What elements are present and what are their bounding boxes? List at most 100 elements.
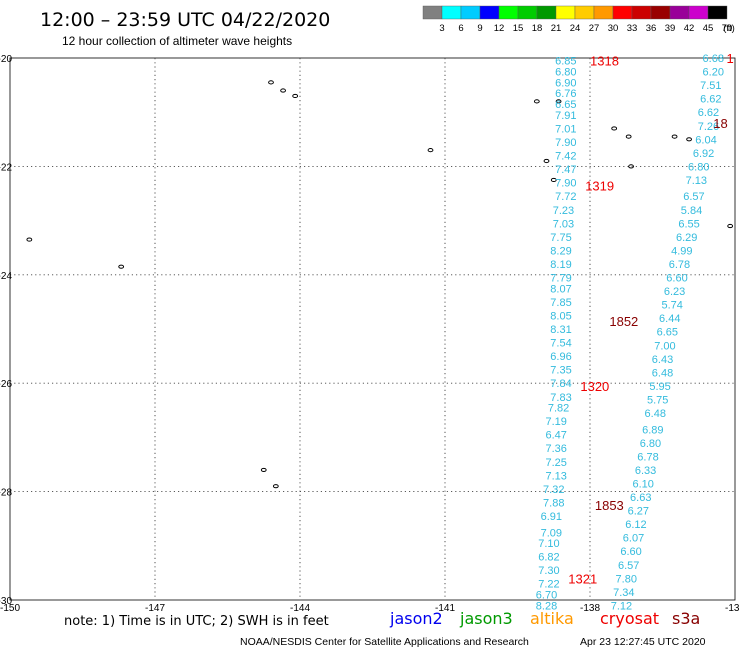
colorbar-label: 18 [532, 23, 543, 34]
pass-number-label: 1 [727, 51, 734, 66]
y-tick-label: -26 [0, 379, 12, 390]
wave-height-label: 6.65 [555, 99, 576, 111]
x-tick-label: -150 [0, 603, 20, 614]
footer: note: 1) Time is in UTC; 2) SWH is in fe… [64, 609, 706, 648]
island-outline [550, 177, 557, 183]
chart-subtitle: 12 hour collection of altimeter wave hei… [62, 34, 292, 48]
wave-height-label: 7.32 [543, 484, 564, 496]
wave-height-label: 6.60 [620, 546, 641, 558]
satellite-legend-jason3: jason3 [459, 609, 513, 628]
wave-height-label: 5.74 [661, 300, 682, 312]
colorbar-swatch [536, 5, 557, 20]
wave-height-label: 7.84 [550, 378, 571, 390]
wave-height-label: 7.10 [538, 538, 559, 550]
wave-height-label: 8.28 [536, 600, 557, 612]
colorbar-label: 12 [494, 23, 505, 34]
island-outline [268, 80, 274, 85]
chart-title: 12:00 – 23:59 UTC 04/22/2020 [40, 9, 330, 31]
wave-height-label: 6.80 [640, 438, 661, 450]
island-outline [727, 223, 734, 229]
wave-height-label: 6.55 [678, 218, 699, 230]
wave-height-label: 7.82 [548, 403, 569, 415]
wave-height-label: 6.47 [545, 430, 566, 442]
wave-height-label: 6.57 [618, 560, 639, 572]
colorbar-swatch [555, 5, 576, 20]
pass-number-label: 1318 [590, 54, 619, 69]
x-tick-label: -144 [290, 603, 310, 614]
satellite-legend-altika: altika [530, 609, 574, 628]
y-tick-label: -30 [0, 596, 12, 607]
wave-height-label: 7.91 [555, 110, 576, 122]
colorbar-label: (ft) [723, 23, 735, 34]
wave-height-label: 6.29 [676, 232, 697, 244]
wave-height-label: 6.12 [625, 519, 646, 531]
wave-height-label: 7.19 [545, 416, 566, 428]
wave-height-label: 7.36 [545, 443, 566, 455]
y-tick-label: -28 [0, 488, 12, 499]
pass-number-label: 1320 [580, 379, 609, 394]
island-outline [427, 148, 434, 153]
island-outline [671, 134, 678, 139]
colorbar-label: 39 [665, 23, 676, 34]
wave-height-label: 6.63 [630, 492, 651, 504]
wave-height-label: 6.33 [635, 465, 656, 477]
colorbar-label: 6 [458, 23, 463, 34]
wave-height-label: 6.04 [695, 134, 716, 146]
colorbar-swatch [688, 5, 709, 20]
wave-height-label: 6.60 [666, 273, 687, 285]
wave-height-label: 6.10 [632, 478, 653, 490]
x-tick-label: -141 [435, 603, 455, 614]
wave-height-label: 7.54 [550, 338, 571, 350]
wave-height-label: 6.62 [698, 107, 719, 119]
colorbar-label: 33 [627, 23, 638, 34]
wave-height-label: 7.09 [541, 527, 562, 539]
x-tick-label: -135 [725, 603, 740, 614]
colorbar-label: 27 [589, 23, 600, 34]
wave-height-label: 6.90 [555, 77, 576, 89]
wave-height-label: 6.65 [657, 327, 678, 339]
wave-height-label: 7.01 [555, 123, 576, 135]
wave-height-label: 7.79 [550, 273, 571, 285]
colorbar-swatch [422, 5, 443, 20]
y-tick-label: -22 [0, 162, 12, 173]
wave-height-label: 6.78 [637, 451, 658, 463]
wave-height-label: 6.68 [703, 53, 724, 65]
colorbar-label: 15 [513, 23, 524, 34]
wave-height-label: 7.47 [555, 164, 576, 176]
colorbar-swatch [650, 5, 671, 20]
wave-height-label: 6.07 [623, 533, 644, 545]
wave-height-label: 6.20 [703, 67, 724, 79]
credit-text: NOAA/NESDIS Center for Satellite Applica… [240, 636, 529, 648]
island-outline [118, 264, 125, 269]
x-tick-label: -147 [145, 603, 165, 614]
pass-number-label: 1852 [609, 314, 638, 329]
colorbar-swatch [669, 5, 690, 20]
colorbar-swatch [517, 5, 538, 20]
island-outline [272, 484, 279, 489]
wave-height-label: 7.23 [553, 205, 574, 217]
wave-height-label: 6.89 [642, 424, 663, 436]
colorbar-swatch [593, 5, 614, 20]
island-outline [686, 137, 692, 142]
wave-height-label: 6.76 [555, 88, 576, 100]
colorbar-label: 45 [703, 23, 714, 34]
satellite-legend-jason2: jason2 [389, 609, 443, 628]
wave-height-label: 6.80 [688, 161, 709, 173]
wave-height-label: 7.13 [686, 175, 707, 187]
wave-height-label: 7.34 [613, 587, 634, 599]
colorbar-label: 30 [608, 23, 619, 34]
satellite-legend: jason2 jason3 altika cryosat s3a [389, 609, 700, 628]
colorbar: 3 6 9 12 15 18 21 24 27 30 33 36 39 42 45 70(ft) [422, 5, 735, 34]
plot-frame [9, 57, 736, 601]
colorbar-swatch [631, 5, 652, 20]
wave-height-label: 7.80 [616, 573, 637, 585]
colorbar-swatch [498, 5, 519, 20]
island-outline [628, 164, 634, 169]
island-outline [543, 158, 550, 164]
wave-height-label: 7.35 [550, 365, 571, 377]
wave-height-label: 5.75 [647, 394, 668, 406]
colorbar-label: 24 [570, 23, 581, 34]
pass-number-label: 18 [713, 116, 727, 131]
wave-height-label: 6.43 [652, 354, 673, 366]
